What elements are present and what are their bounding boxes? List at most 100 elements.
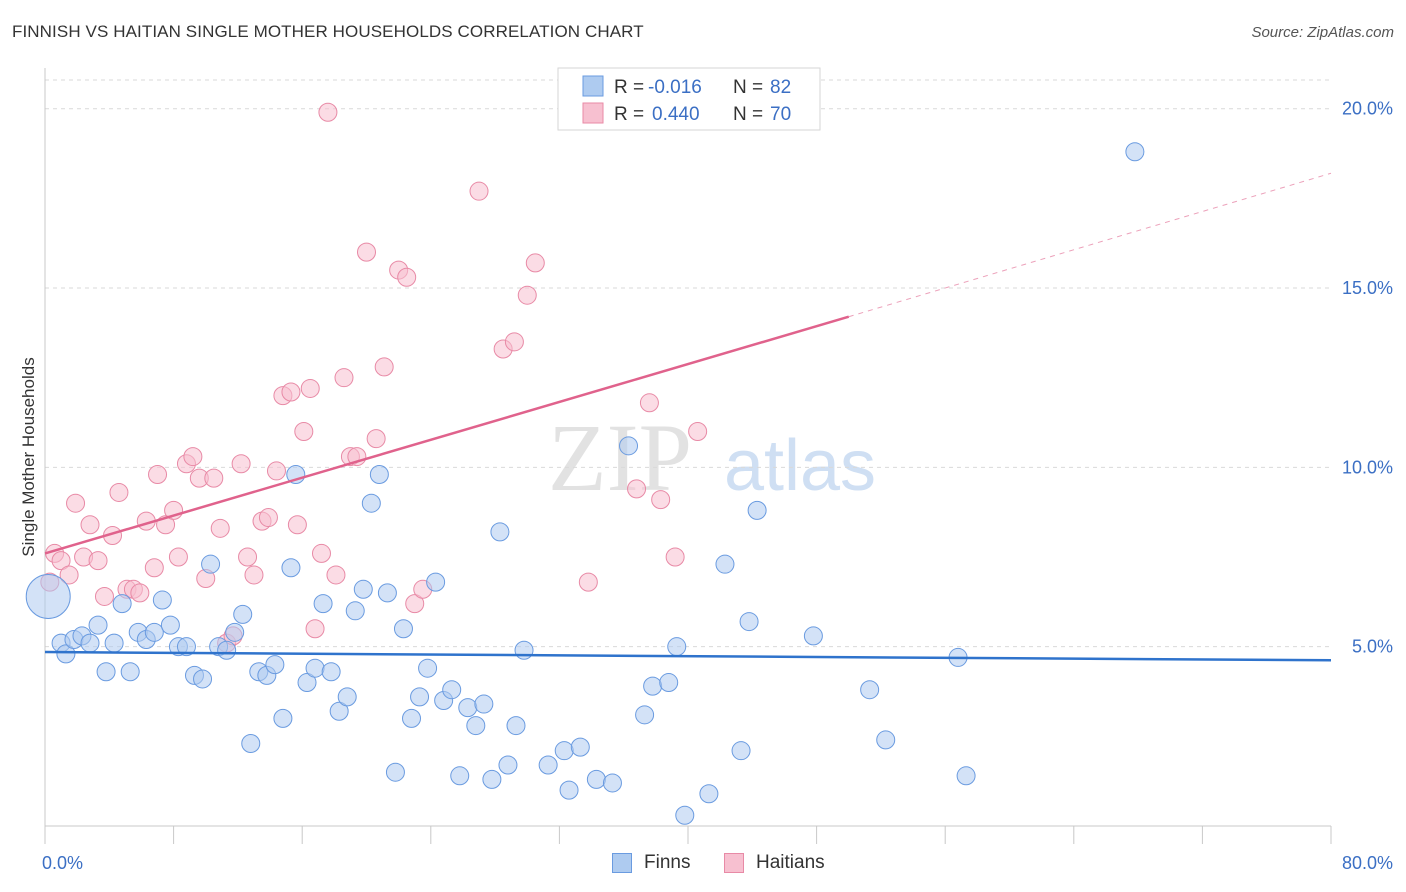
finn-point-36 bbox=[329, 701, 349, 721]
finn-point-75 bbox=[739, 612, 759, 632]
haitian-point-10 bbox=[109, 482, 129, 502]
finn-point-5 bbox=[80, 633, 100, 653]
finn-point-79 bbox=[876, 730, 896, 750]
haitian-point-50 bbox=[397, 267, 417, 287]
haitian-point-58 bbox=[578, 572, 598, 592]
finn-point-42 bbox=[377, 583, 397, 603]
x-tick-label-1: 80.0% bbox=[1342, 853, 1393, 873]
legend-finns-r-label: R = bbox=[614, 77, 644, 98]
finn-point-10 bbox=[120, 662, 140, 682]
haitian-point-32 bbox=[258, 508, 278, 528]
haitian-point-16 bbox=[148, 465, 168, 485]
finn-point-77 bbox=[803, 626, 823, 646]
finn-point-7 bbox=[96, 662, 116, 682]
legend: R = -0.016 N = 82 R = 0.440 N = 70 bbox=[557, 67, 821, 131]
finn-point-39 bbox=[353, 579, 373, 599]
haitian-point-59 bbox=[627, 479, 647, 499]
haitian-point-63 bbox=[688, 421, 708, 441]
haitian-point-47 bbox=[366, 429, 386, 449]
finn-point-82 bbox=[1125, 142, 1145, 162]
finn-point-30 bbox=[281, 558, 301, 578]
legend-finns-n-value: 82 bbox=[770, 77, 791, 98]
legend-haitians-n-value: 70 bbox=[770, 104, 791, 125]
y-tick-label-0: 5.0% bbox=[1352, 637, 1393, 657]
haitian-point-48 bbox=[374, 357, 394, 377]
watermark: ZIP atlas bbox=[548, 404, 876, 511]
finn-point-41 bbox=[369, 465, 389, 485]
finn-point-40 bbox=[361, 493, 381, 513]
bottom-legend-haitians: Haitians bbox=[724, 852, 825, 874]
finn-point-56 bbox=[490, 522, 510, 542]
haitian-point-24 bbox=[204, 468, 224, 488]
legend-finns-r-value: -0.016 bbox=[648, 77, 702, 98]
finn-point-51 bbox=[450, 766, 470, 786]
haitian-point-13 bbox=[130, 583, 150, 603]
chart-title: FINNISH VS HAITIAN SINGLE MOTHER HOUSEHO… bbox=[12, 22, 644, 41]
haitian-point-8 bbox=[94, 586, 114, 606]
finn-point-23 bbox=[225, 622, 245, 642]
finn-point-63 bbox=[570, 737, 590, 757]
legend-haitians-r-label: R = bbox=[614, 104, 644, 125]
haitian-point-25 bbox=[210, 518, 230, 538]
finn-point-32 bbox=[297, 673, 317, 693]
y-tick-label-2: 15.0% bbox=[1342, 278, 1393, 298]
finn-point-47 bbox=[418, 658, 438, 678]
finn-point-72 bbox=[699, 784, 719, 804]
finn-point-62 bbox=[559, 780, 579, 800]
finn-point-38 bbox=[345, 601, 365, 621]
haitian-point-51 bbox=[405, 594, 425, 614]
haitian-point-19 bbox=[168, 547, 188, 567]
haitian-point-42 bbox=[326, 565, 346, 585]
haitian-point-56 bbox=[517, 285, 537, 305]
haitian-point-30 bbox=[244, 565, 264, 585]
finns-label: Finns bbox=[644, 852, 691, 873]
legend-haitians-r-value: 0.440 bbox=[652, 104, 700, 125]
finn-point-66 bbox=[619, 436, 639, 456]
finn-point-2 bbox=[56, 644, 76, 664]
finns-points bbox=[25, 142, 1145, 825]
haitian-point-40 bbox=[311, 543, 331, 563]
finn-point-78 bbox=[860, 680, 880, 700]
y-tick-label-3: 20.0% bbox=[1342, 99, 1393, 119]
finn-point-70 bbox=[667, 637, 687, 657]
finn-point-59 bbox=[514, 640, 534, 660]
finn-point-67 bbox=[635, 705, 655, 725]
finn-point-8 bbox=[104, 633, 124, 653]
axes bbox=[44, 68, 1332, 844]
haitian-point-55 bbox=[504, 332, 524, 352]
haitians-swatch bbox=[724, 853, 744, 873]
finn-point-54 bbox=[474, 694, 494, 714]
haitian-point-3 bbox=[59, 565, 79, 585]
finn-point-24 bbox=[233, 604, 253, 624]
watermark-atlas: atlas bbox=[724, 426, 876, 506]
haitian-point-6 bbox=[80, 515, 100, 535]
haitian-point-36 bbox=[287, 515, 307, 535]
haitian-point-60 bbox=[639, 393, 659, 413]
finn-point-34 bbox=[313, 594, 333, 614]
legend-haitians-swatch bbox=[582, 102, 604, 124]
finn-point-45 bbox=[402, 708, 422, 728]
haitian-point-38 bbox=[300, 378, 320, 398]
finn-point-28 bbox=[265, 655, 285, 675]
haitian-point-39 bbox=[305, 619, 325, 639]
finn-point-15 bbox=[160, 615, 180, 635]
finn-point-52 bbox=[458, 698, 478, 718]
finn-point-61 bbox=[554, 741, 574, 761]
finn-point-20 bbox=[201, 554, 221, 574]
haitian-point-33 bbox=[266, 461, 286, 481]
finn-point-69 bbox=[659, 673, 679, 693]
haitian-point-35 bbox=[281, 382, 301, 402]
bottom-legend-finns: Finns bbox=[612, 852, 690, 874]
bottom-legend: Finns Haitians bbox=[0, 848, 1406, 880]
haitian-point-41 bbox=[318, 102, 338, 122]
finn-point-48 bbox=[426, 572, 446, 592]
haitians-trend-extension bbox=[848, 172, 1332, 318]
finn-point-64 bbox=[586, 769, 606, 789]
finn-point-25 bbox=[241, 734, 261, 754]
haitian-point-46 bbox=[357, 242, 376, 262]
finn-point-33 bbox=[305, 658, 325, 678]
finn-point-60 bbox=[538, 755, 558, 775]
haitian-point-53 bbox=[469, 181, 489, 201]
haitians-trend-line bbox=[44, 315, 850, 555]
finn-point-65 bbox=[602, 773, 622, 793]
